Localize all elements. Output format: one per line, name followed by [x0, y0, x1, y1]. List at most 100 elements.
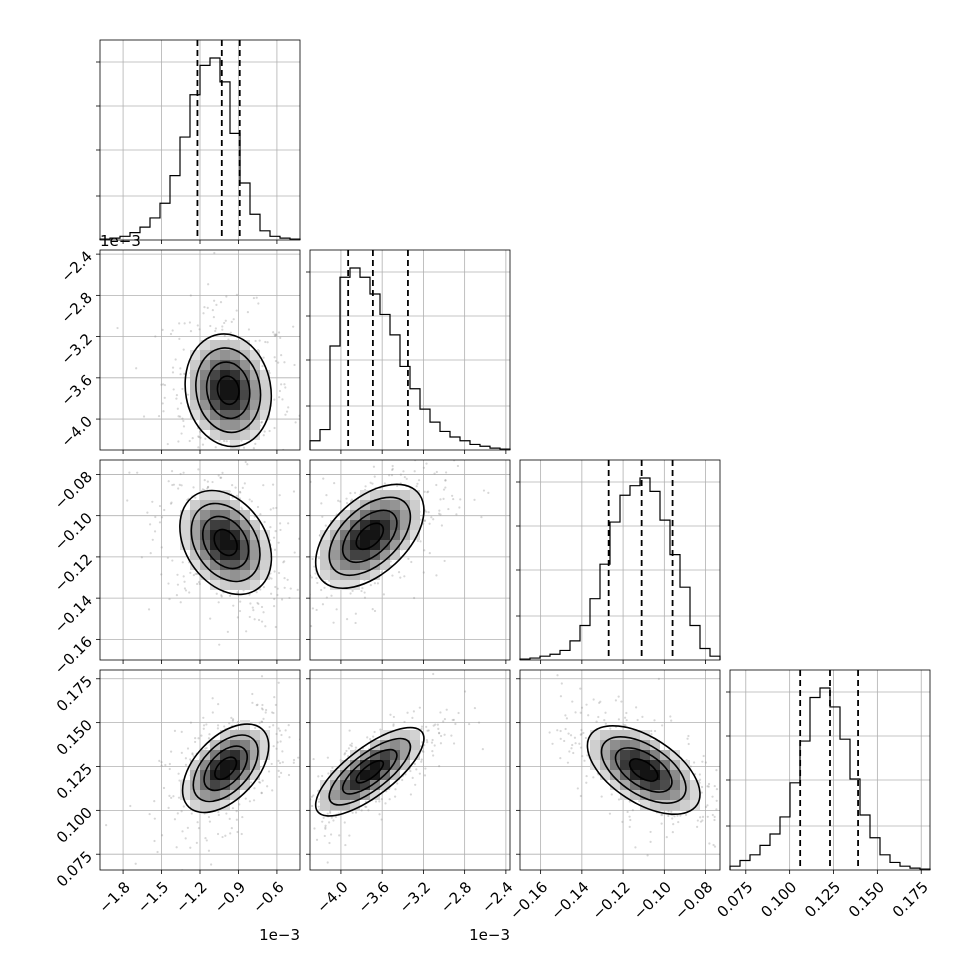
scatter-point: [376, 582, 380, 585]
scatter-point: [331, 766, 334, 769]
density-cell: [240, 720, 250, 730]
scatter-point: [294, 589, 296, 591]
density-cell: [620, 780, 630, 790]
scatter-point: [349, 592, 352, 595]
scatter-point: [203, 479, 206, 482]
scatter-point: [207, 283, 210, 286]
density-cell: [220, 570, 230, 580]
scatter-point: [303, 614, 305, 616]
scatter-point: [430, 516, 433, 519]
scatter-point: [184, 763, 188, 766]
scatter-point: [431, 738, 434, 742]
scatter-point: [220, 595, 223, 598]
scatter-point: [323, 586, 326, 589]
axes-frame: [309, 249, 511, 451]
scatter-point: [288, 736, 291, 739]
scatter-point: [692, 761, 696, 764]
density-cell: [210, 390, 220, 400]
density-cell: [260, 410, 270, 420]
scatter-point: [257, 868, 259, 870]
density-cell: [590, 750, 600, 760]
scatter-point: [236, 649, 238, 651]
density-cell: [250, 530, 260, 540]
scatter-point: [251, 701, 254, 704]
scatter-point: [254, 726, 257, 730]
scatter-point: [236, 720, 240, 724]
scatter-point: [261, 703, 264, 707]
density-cell: [190, 380, 200, 390]
scatter-point: [386, 457, 388, 459]
density-cell: [370, 500, 380, 510]
density-cell: [690, 790, 700, 800]
scatter-point: [629, 818, 632, 822]
scatter-point: [168, 762, 171, 766]
scatter-point: [211, 711, 214, 714]
scatter-point: [151, 500, 154, 503]
scatter-point: [307, 755, 309, 757]
density-cell: [380, 490, 390, 500]
density-cell: [230, 570, 240, 580]
scatter-point: [581, 755, 584, 758]
density-cell: [620, 790, 630, 800]
scatter-point: [361, 586, 364, 590]
density-cell: [350, 790, 360, 800]
scatter-point: [304, 789, 306, 791]
scatter-point: [160, 760, 163, 764]
scatter-point: [281, 750, 284, 753]
density-cell: [370, 780, 380, 790]
density-cell: [210, 760, 220, 770]
scatter-point: [448, 457, 450, 459]
scatter-point: [250, 500, 253, 503]
scatter-point: [468, 722, 471, 726]
scatter-point: [181, 561, 184, 564]
contour-line: [203, 745, 248, 792]
scatter-point: [444, 471, 448, 474]
scatter-point: [623, 724, 626, 727]
scatter-point: [279, 336, 282, 340]
scatter-point: [275, 747, 278, 750]
scatter-point: [273, 597, 276, 601]
scatter-point: [487, 491, 490, 494]
scatter-point: [205, 746, 208, 750]
scatter-point: [315, 608, 318, 612]
scatter-point: [211, 697, 214, 700]
density-cell: [180, 530, 190, 540]
density-cell: [400, 520, 410, 530]
scatter-point: [264, 467, 266, 469]
scatter-point: [574, 711, 577, 714]
scatter-point: [232, 318, 235, 321]
y-tick-label: −0.12: [51, 550, 96, 595]
scatter-point: [324, 826, 327, 829]
scatter-point: [262, 586, 266, 589]
scatter-point: [230, 827, 233, 830]
scatter-point: [439, 742, 443, 745]
density-cell: [250, 560, 260, 570]
density-cell: [220, 770, 230, 780]
scatter-point: [162, 383, 165, 386]
scatter-point: [576, 787, 579, 790]
density-cell: [650, 750, 660, 760]
scatter-point: [294, 560, 296, 562]
scatter-point: [649, 830, 652, 834]
scatter-point: [186, 747, 190, 750]
scatter-point: [260, 720, 263, 723]
scatter-point: [715, 808, 718, 811]
scatter-point: [273, 334, 277, 337]
scatter-point: [321, 774, 324, 778]
scatter-point: [388, 474, 391, 477]
scatter-point: [183, 587, 187, 590]
density-cell: [330, 570, 340, 580]
density-cell: [190, 400, 200, 410]
scatter-point: [311, 607, 314, 610]
scatter-point: [304, 554, 306, 556]
scatter-point: [347, 747, 351, 750]
scatter-point: [482, 489, 486, 492]
scatter-point: [425, 725, 428, 728]
scatter-point: [305, 813, 307, 815]
density-cell: [200, 410, 210, 420]
scatter-point: [142, 415, 146, 418]
scatter-point: [297, 823, 299, 825]
density-cell: [220, 390, 230, 400]
scatter-point: [277, 361, 280, 364]
density-cell: [220, 340, 230, 350]
